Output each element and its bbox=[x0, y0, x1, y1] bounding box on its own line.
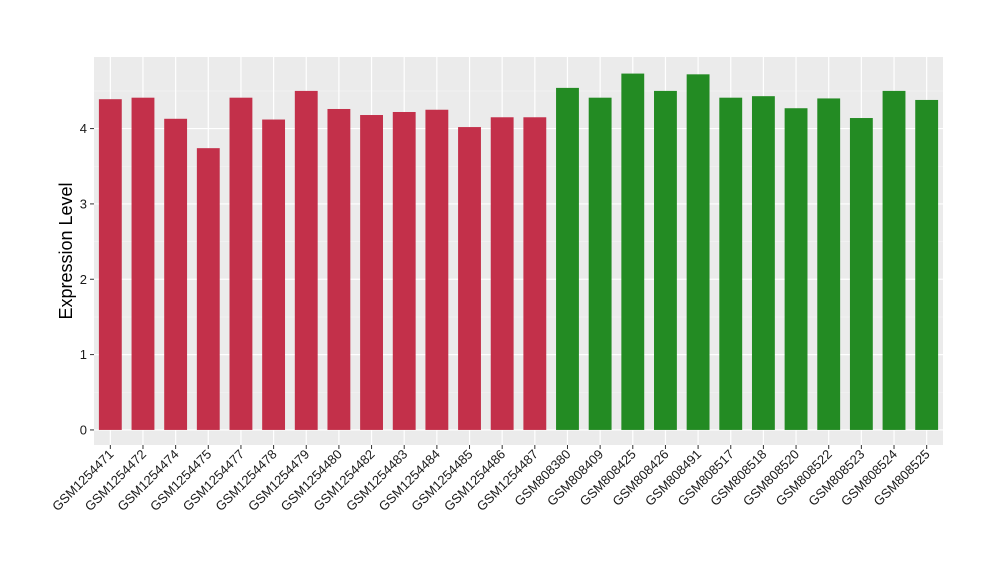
bar bbox=[588, 97, 612, 430]
bar bbox=[490, 117, 514, 430]
bar bbox=[817, 98, 841, 430]
bar bbox=[327, 108, 351, 430]
y-tick-label: 2 bbox=[80, 272, 87, 287]
bar bbox=[556, 87, 579, 430]
bar bbox=[882, 90, 906, 430]
bar bbox=[229, 97, 253, 430]
y-axis-title: Expression Level bbox=[56, 182, 76, 319]
bar bbox=[784, 108, 808, 430]
bar bbox=[458, 127, 481, 430]
y-tick-label: 0 bbox=[80, 422, 87, 437]
bar bbox=[686, 74, 710, 430]
y-tick-label: 1 bbox=[80, 347, 87, 362]
bar bbox=[164, 118, 188, 430]
bar bbox=[425, 109, 449, 430]
plot-background bbox=[94, 57, 943, 445]
bar bbox=[719, 97, 743, 430]
bar bbox=[262, 119, 286, 430]
bar bbox=[915, 99, 939, 430]
bar bbox=[360, 115, 383, 430]
bar bbox=[131, 97, 155, 430]
bar bbox=[523, 117, 547, 430]
bar bbox=[196, 148, 220, 430]
y-axis: 0 1 2 3 4 bbox=[80, 121, 94, 437]
x-axis: GSM1254471GSM1254472GSM1254474GSM1254475… bbox=[49, 445, 933, 514]
y-tick-label: 4 bbox=[80, 121, 87, 136]
bar bbox=[294, 90, 318, 430]
bar bbox=[621, 73, 645, 430]
y-tick-label: 3 bbox=[80, 196, 87, 211]
bar bbox=[654, 90, 677, 430]
bar bbox=[751, 96, 775, 430]
bar bbox=[98, 99, 122, 430]
bar bbox=[849, 118, 873, 430]
bars bbox=[98, 73, 939, 430]
bar bbox=[392, 111, 416, 430]
